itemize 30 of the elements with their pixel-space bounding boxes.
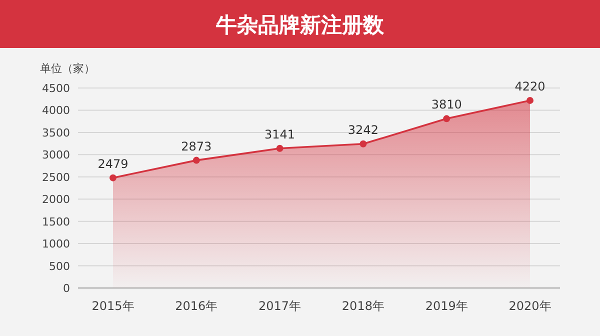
y-tick-label: 4000 xyxy=(42,104,70,118)
x-tick-label: 2015年 xyxy=(92,299,134,313)
chart-title: 牛杂品牌新注册数 xyxy=(215,13,385,37)
point xyxy=(360,140,367,148)
y-tick-label: 2000 xyxy=(42,193,70,206)
y-tick-label: 500 xyxy=(49,260,70,273)
data-label: 3810 xyxy=(431,98,462,112)
point xyxy=(526,96,534,104)
y-axis-title: 单位（家） xyxy=(40,62,95,75)
x-tick-label: 2016年 xyxy=(175,299,218,313)
data-label: 3141 xyxy=(264,127,296,142)
y-tick-label: 1500 xyxy=(42,215,70,228)
point xyxy=(443,115,450,122)
y-tick-label: 3000 xyxy=(42,148,70,162)
y-tick-label: 3500 xyxy=(42,126,70,140)
y-tick-label: 0 xyxy=(63,282,70,295)
x-tick-label: 2018年 xyxy=(342,299,384,313)
point xyxy=(110,174,116,182)
x-tick-label: 2017年 xyxy=(258,299,302,313)
y-tick-label: 1000 xyxy=(42,238,70,251)
point xyxy=(276,144,284,152)
data-label: 2479 xyxy=(98,156,128,171)
x-tick-label: 2020年 xyxy=(508,299,552,313)
y-tick-label: 4500 xyxy=(42,82,70,95)
point xyxy=(192,156,200,164)
data-label: 3242 xyxy=(348,122,378,137)
data-label: 2873 xyxy=(181,139,212,154)
y-tick-label: 2500 xyxy=(42,170,70,184)
x-tick-label: 2019年 xyxy=(425,299,468,313)
data-label: 4220 xyxy=(514,79,546,94)
